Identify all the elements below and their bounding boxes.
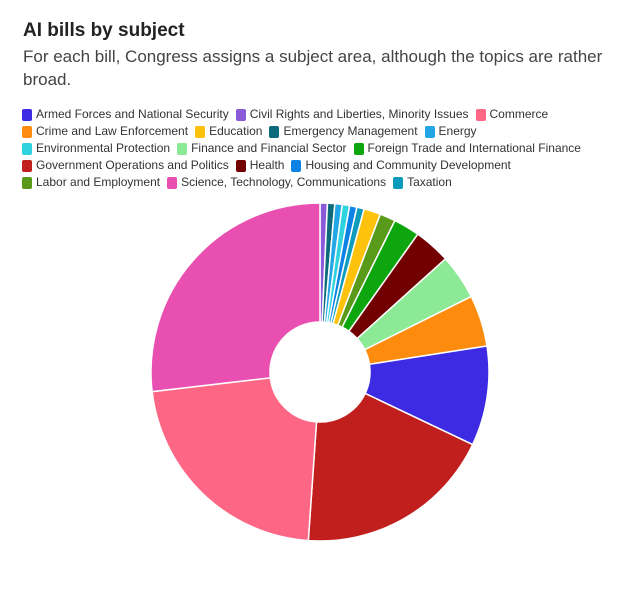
legend-label: Finance and Financial Sector [191,141,347,155]
legend-item[interactable]: Taxation [393,174,452,191]
legend-swatch [235,108,246,121]
pie-slice[interactable] [307,392,474,542]
legend-swatch [424,125,435,138]
legend-swatch [177,142,188,155]
legend-item[interactable]: Civil Rights and Liberties, Minority Iss… [235,106,469,123]
legend-row: Armed Forces and National Security Civil … [22,106,622,123]
legend-item[interactable]: Foreign Trade and International Finance [353,140,581,157]
legend-swatch [269,125,280,138]
legend-swatch [22,159,32,172]
legend-item[interactable]: Finance and Financial Sector [177,140,347,157]
legend-swatch [195,125,206,138]
legend-item[interactable]: Science, Technology, Communications [167,174,386,191]
legend-label: Energy [438,124,477,138]
legend-item[interactable]: Education [195,123,262,140]
legend-item[interactable]: Health [235,157,285,174]
legend-swatch [22,142,32,155]
legend-label: Environmental Protection [36,141,171,155]
legend-label: Emergency Management [283,124,418,138]
legend-label: Education [209,124,263,138]
legend-label: Foreign Trade and International Finance [367,141,581,155]
legend-swatch [353,142,364,155]
legend-label: Science, Technology, Communications [181,175,387,189]
legend-row: Environmental Protection Finance and Fina… [22,140,622,157]
legend-swatch [393,176,404,189]
legend-swatch [235,159,246,172]
legend-row: Labor and Employment Science, Technology,… [22,174,622,191]
legend-label: Taxation [407,175,452,189]
legend-row: Government Operations and Politics Health… [22,157,622,174]
legend-item[interactable]: Crime and Law Enforcement [22,123,188,140]
legend-item[interactable]: Environmental Protection [22,140,170,157]
legend-item[interactable]: Housing and Community Development [291,157,511,174]
chart-title: AI bills by subject [23,20,185,41]
legend-label: Civil Rights and Liberties, Minority Iss… [249,107,469,121]
legend-label: Health [249,158,285,172]
legend-item[interactable]: Labor and Employment [22,174,160,191]
legend-swatch [167,176,178,189]
pie-slice[interactable] [150,202,321,393]
legend-label: Housing and Community Development [305,158,511,172]
legend-label: Labor and Employment [36,175,161,189]
legend-swatch [22,125,32,138]
legend-label: Commerce [489,107,549,121]
pie-slice[interactable] [151,376,318,542]
legend-label: Crime and Law Enforcement [36,124,189,138]
legend-swatch [291,159,302,172]
chart-subtitle: For each bill, Congress assigns a subjec… [23,47,603,89]
chart-legend: Armed Forces and National Security Civil … [22,106,622,191]
legend-item[interactable]: Energy [424,123,477,140]
legend-item[interactable]: Commerce [475,106,549,123]
legend-label: Government Operations and Politics [36,158,229,172]
legend-item[interactable]: Emergency Management [269,123,418,140]
legend-swatch [22,176,32,189]
legend-swatch [475,108,486,121]
legend-item[interactable]: Armed Forces and National Security [22,106,229,123]
legend-row: Crime and Law Enforcement Education Emerge… [22,123,622,140]
legend-item[interactable]: Government Operations and Politics [22,157,229,174]
legend-swatch [22,108,32,121]
legend-label: Armed Forces and National Security [36,107,229,121]
